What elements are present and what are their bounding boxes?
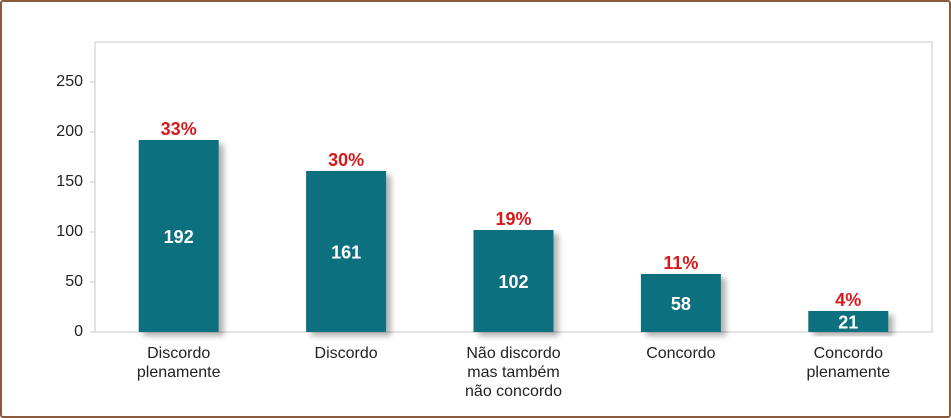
bar — [640, 274, 721, 332]
value-label: 21 — [838, 312, 858, 332]
share-label: 30% — [328, 150, 364, 170]
value-label: 58 — [671, 294, 691, 314]
y-tick-label: 50 — [65, 273, 83, 290]
bar — [138, 140, 219, 332]
y-tick-label: 0 — [74, 323, 83, 340]
value-label: 161 — [331, 242, 361, 262]
x-tick-label: Discordo — [314, 345, 378, 362]
value-label: 102 — [498, 272, 528, 292]
x-tick-label: Discordo plenamente — [136, 345, 221, 381]
share-label: 4% — [835, 290, 861, 310]
share-label: 33% — [161, 119, 197, 139]
bar — [808, 311, 889, 332]
y-tick-label: 150 — [56, 173, 83, 190]
share-label: 11% — [663, 253, 698, 273]
x-tick-label: Concordo plenamente — [806, 345, 891, 381]
y-tick-label: 100 — [56, 223, 83, 240]
x-tick-label: Concordo — [646, 345, 716, 362]
bar — [306, 171, 387, 332]
bar — [473, 230, 554, 332]
x-tick-label: Não discordo mas também não concordo — [465, 345, 562, 400]
value-label: 192 — [164, 227, 194, 247]
y-tick-label: 200 — [56, 123, 83, 140]
share-label: 19% — [495, 209, 531, 229]
y-tick-label: 250 — [56, 73, 83, 90]
